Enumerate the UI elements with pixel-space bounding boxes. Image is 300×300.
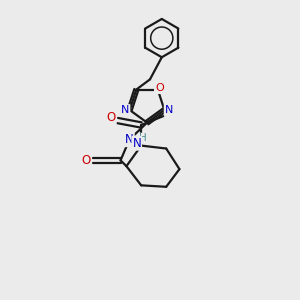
Text: N: N: [125, 133, 134, 146]
Text: N: N: [121, 105, 130, 115]
Text: N: N: [132, 137, 141, 150]
Text: N: N: [165, 105, 173, 115]
Text: O: O: [106, 111, 116, 124]
Text: H: H: [139, 133, 146, 143]
Text: O: O: [82, 154, 91, 167]
Text: O: O: [155, 83, 164, 93]
